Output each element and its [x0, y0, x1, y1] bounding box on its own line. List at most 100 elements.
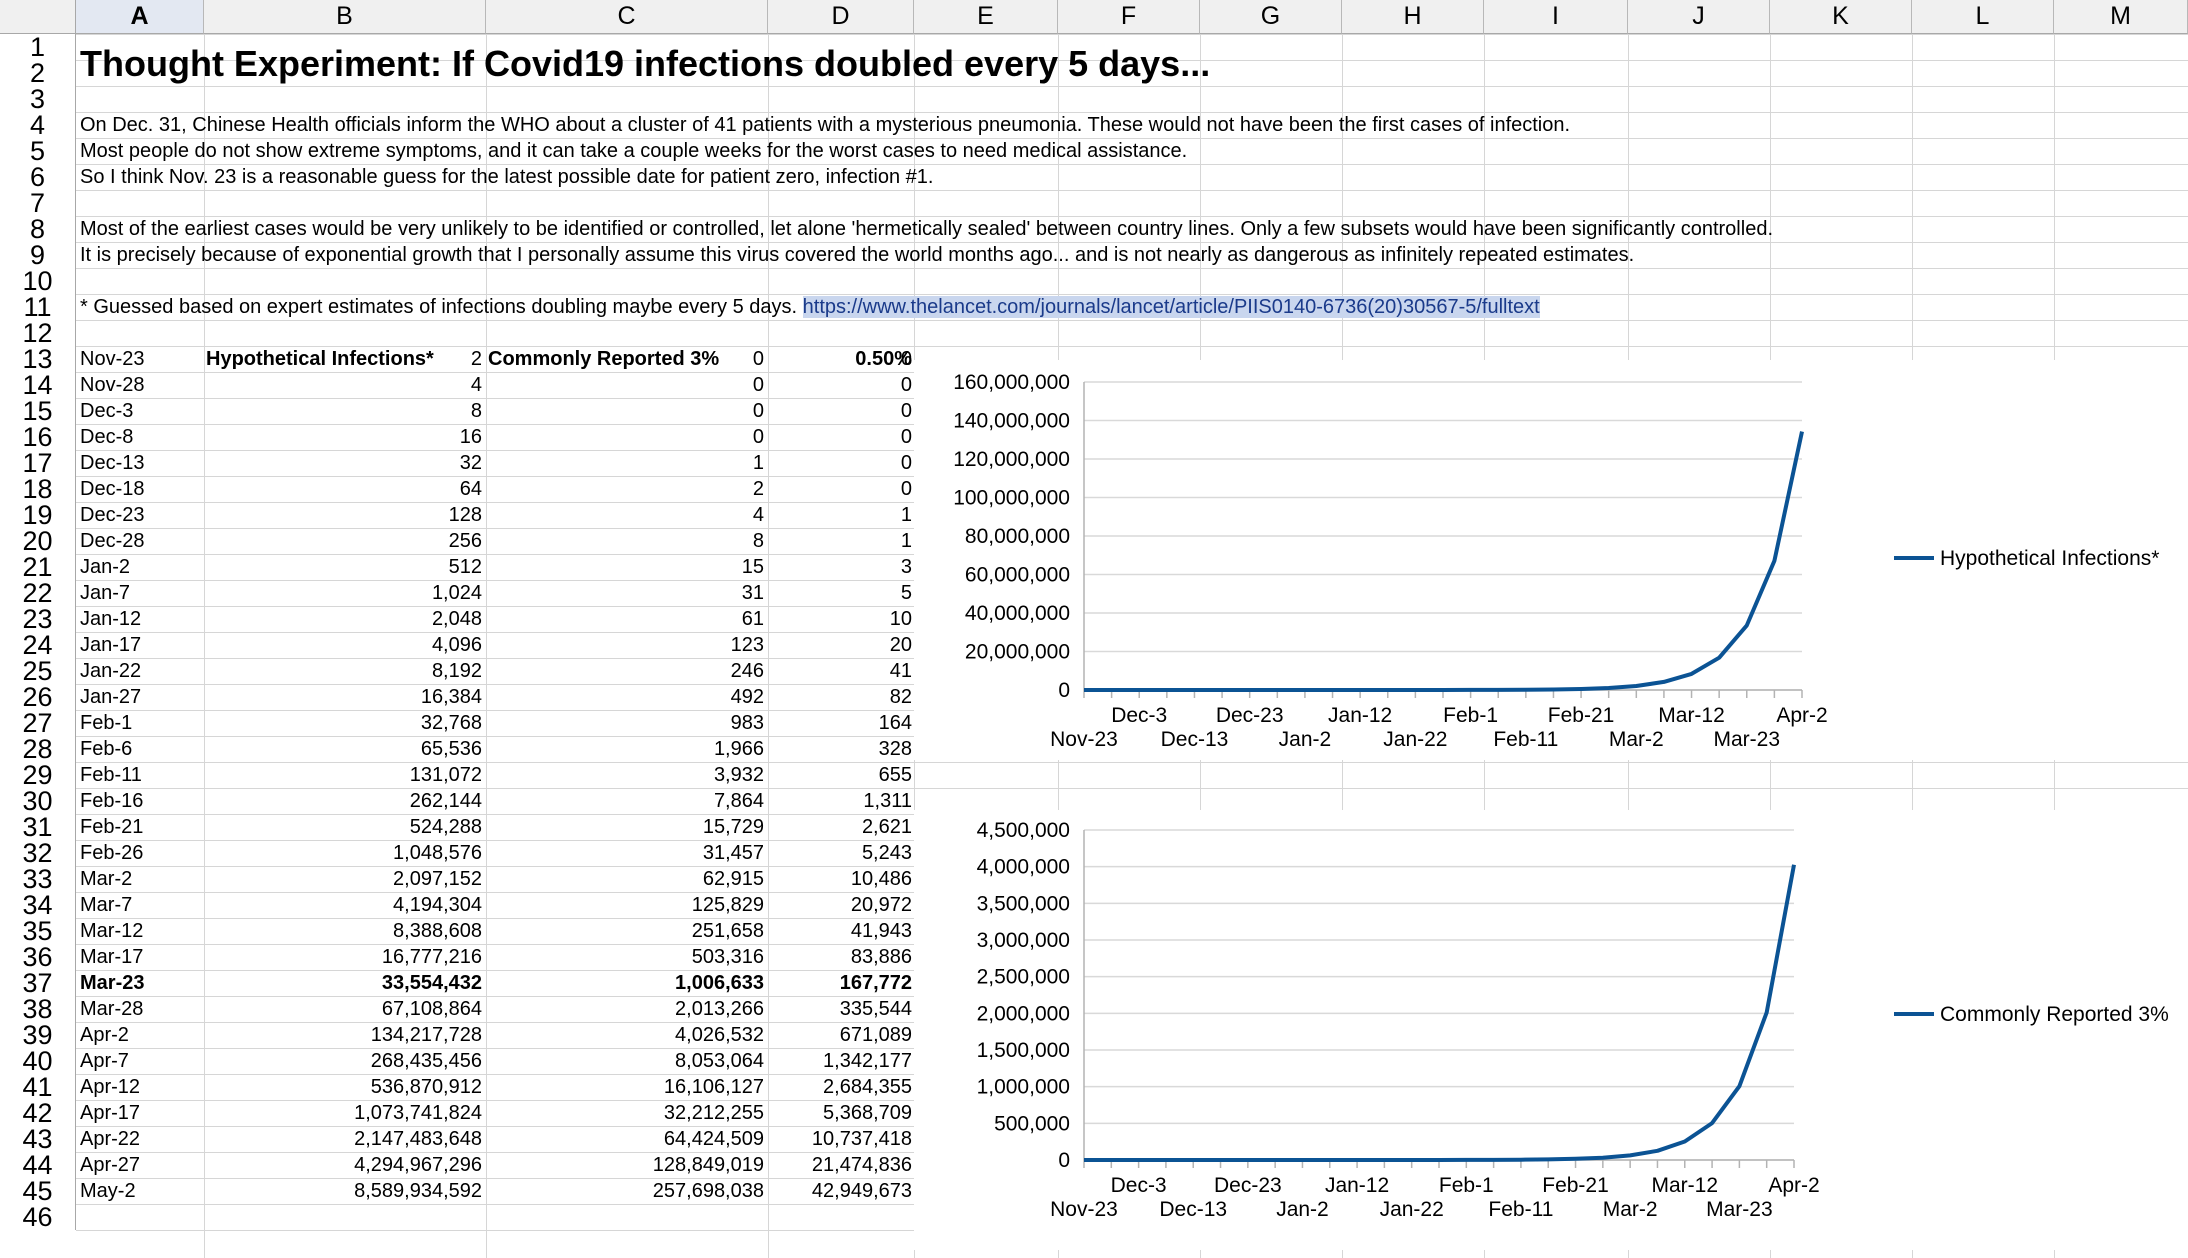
half-percent-cell[interactable]: 20 — [889, 634, 912, 656]
date-cell[interactable]: Apr-12 — [80, 1076, 141, 1098]
half-percent-cell[interactable]: 671,089 — [839, 1024, 912, 1046]
reported-cell[interactable]: 4 — [752, 504, 764, 526]
reported-cell[interactable]: 2 — [752, 478, 764, 500]
half-percent-cell[interactable]: 335,544 — [839, 998, 912, 1020]
reported-cell[interactable]: 125,829 — [691, 894, 764, 916]
date-cell[interactable]: Apr-7 — [80, 1050, 129, 1072]
date-cell[interactable]: Apr-22 — [80, 1128, 141, 1150]
row-header[interactable]: 35 — [0, 918, 76, 945]
half-percent-cell[interactable]: 0 — [900, 426, 912, 448]
date-cell[interactable]: Dec-3 — [80, 400, 134, 422]
row-header[interactable]: 14 — [0, 372, 76, 399]
row-header[interactable]: 45 — [0, 1178, 76, 1205]
infections-cell[interactable]: 65,536 — [420, 738, 482, 760]
reported-cell[interactable]: 8 — [752, 530, 764, 552]
reported-cell[interactable]: 0 — [752, 400, 764, 422]
infections-cell[interactable]: 2,147,483,648 — [354, 1128, 482, 1150]
reported-cell[interactable]: 3,932 — [713, 764, 764, 786]
infections-cell[interactable]: 33,554,432 — [381, 972, 482, 994]
infections-cell[interactable]: 67,108,864 — [381, 998, 482, 1020]
column-header-j[interactable]: J — [1628, 0, 1770, 34]
half-percent-cell[interactable]: 5 — [900, 582, 912, 604]
infections-cell[interactable]: 134,217,728 — [370, 1024, 482, 1046]
note-cell[interactable]: So I think Nov. 23 is a reasonable guess… — [80, 166, 934, 188]
row-header[interactable]: 7 — [0, 190, 76, 217]
infections-cell[interactable]: 2,048 — [431, 608, 482, 630]
infections-cell[interactable]: 524,288 — [409, 816, 482, 838]
half-percent-cell[interactable]: 21,474,836 — [811, 1154, 912, 1176]
infections-cell[interactable]: 4,294,967,296 — [354, 1154, 482, 1176]
date-cell[interactable]: Apr-17 — [80, 1102, 141, 1124]
half-percent-cell[interactable]: 0 — [900, 452, 912, 474]
infections-cell[interactable]: 2,097,152 — [393, 868, 482, 890]
row-header[interactable]: 25 — [0, 658, 76, 685]
row-header[interactable]: 28 — [0, 736, 76, 763]
half-percent-cell[interactable]: 10,486 — [850, 868, 912, 890]
reported-cell[interactable]: 31 — [741, 582, 764, 604]
row-header[interactable]: 41 — [0, 1074, 76, 1101]
column-header-a[interactable]: A — [76, 0, 204, 34]
row-header[interactable]: 46 — [0, 1204, 76, 1231]
row-header[interactable]: 18 — [0, 476, 76, 503]
sheet-title[interactable]: Thought Experiment: If Covid19 infection… — [80, 43, 1211, 84]
reported-cell[interactable]: 0 — [752, 374, 764, 396]
row-header[interactable]: 39 — [0, 1022, 76, 1049]
chart-hypothetical-infections[interactable]: 0 20,000,000 40,000,000 60,000,000 80,000,00… — [914, 360, 2188, 760]
date-cell[interactable]: Dec-28 — [80, 530, 145, 552]
half-percent-cell[interactable]: 2,621 — [861, 816, 912, 838]
half-percent-cell[interactable]: 10,737,418 — [811, 1128, 912, 1150]
half-percent-cell[interactable]: 41,943 — [850, 920, 912, 942]
row-header[interactable]: 23 — [0, 606, 76, 633]
row-header[interactable]: 3 — [0, 86, 76, 113]
row-header[interactable]: 27 — [0, 710, 76, 737]
column-header-g[interactable]: G — [1200, 0, 1342, 34]
reported-cell[interactable]: 0 — [752, 426, 764, 448]
footnote-cell[interactable]: * Guessed based on expert estimates of i… — [80, 294, 1540, 320]
date-cell[interactable]: Jan-27 — [80, 686, 142, 708]
half-percent-cell[interactable]: 41 — [889, 660, 912, 682]
date-cell[interactable]: Feb-21 — [80, 816, 144, 838]
column-header-b[interactable]: B — [204, 0, 486, 34]
reported-cell[interactable]: 123 — [730, 634, 764, 656]
infections-cell[interactable]: 262,144 — [409, 790, 482, 812]
reported-cell[interactable]: 15 — [741, 556, 764, 578]
reported-cell[interactable]: 61 — [741, 608, 764, 630]
row-header[interactable]: 21 — [0, 554, 76, 581]
row-header[interactable]: 33 — [0, 866, 76, 893]
date-cell[interactable]: Mar-28 — [80, 998, 144, 1020]
row-header[interactable]: 44 — [0, 1152, 76, 1179]
row-header[interactable]: 43 — [0, 1126, 76, 1153]
row-header[interactable]: 42 — [0, 1100, 76, 1127]
date-cell[interactable]: Jan-2 — [80, 556, 131, 578]
date-cell[interactable]: Dec-23 — [80, 504, 145, 526]
infections-cell[interactable]: 1,048,576 — [393, 842, 482, 864]
half-percent-cell[interactable]: 1 — [900, 504, 912, 526]
infections-cell[interactable]: 4,194,304 — [393, 894, 482, 916]
half-percent-cell[interactable]: 0 — [900, 348, 912, 370]
infections-cell[interactable]: 4 — [470, 374, 482, 396]
date-cell[interactable]: Dec-18 — [80, 478, 145, 500]
reported-cell[interactable]: 246 — [730, 660, 764, 682]
column-header-c[interactable]: C — [486, 0, 768, 34]
row-header[interactable]: 1 — [0, 34, 76, 61]
row-header[interactable]: 37 — [0, 970, 76, 997]
half-percent-cell[interactable]: 328 — [878, 738, 912, 760]
infections-cell[interactable]: 32 — [459, 452, 482, 474]
infections-cell[interactable]: 256 — [448, 530, 482, 552]
reported-cell[interactable]: 31,457 — [702, 842, 764, 864]
row-header[interactable]: 13 — [0, 346, 76, 373]
half-percent-cell[interactable]: 167,772 — [839, 972, 912, 994]
header-hypothetical[interactable]: Hypothetical Infections* — [206, 348, 434, 370]
reported-cell[interactable]: 983 — [730, 712, 764, 734]
date-cell[interactable]: Mar-23 — [80, 972, 145, 994]
infections-cell[interactable]: 268,435,456 — [370, 1050, 482, 1072]
infections-cell[interactable]: 536,870,912 — [370, 1076, 482, 1098]
row-header[interactable]: 40 — [0, 1048, 76, 1075]
row-header[interactable]: 6 — [0, 164, 76, 191]
date-cell[interactable]: Feb-1 — [80, 712, 133, 734]
row-header[interactable]: 12 — [0, 320, 76, 347]
half-percent-cell[interactable]: 3 — [900, 556, 912, 578]
row-header[interactable]: 38 — [0, 996, 76, 1023]
column-header-l[interactable]: L — [1912, 0, 2054, 34]
